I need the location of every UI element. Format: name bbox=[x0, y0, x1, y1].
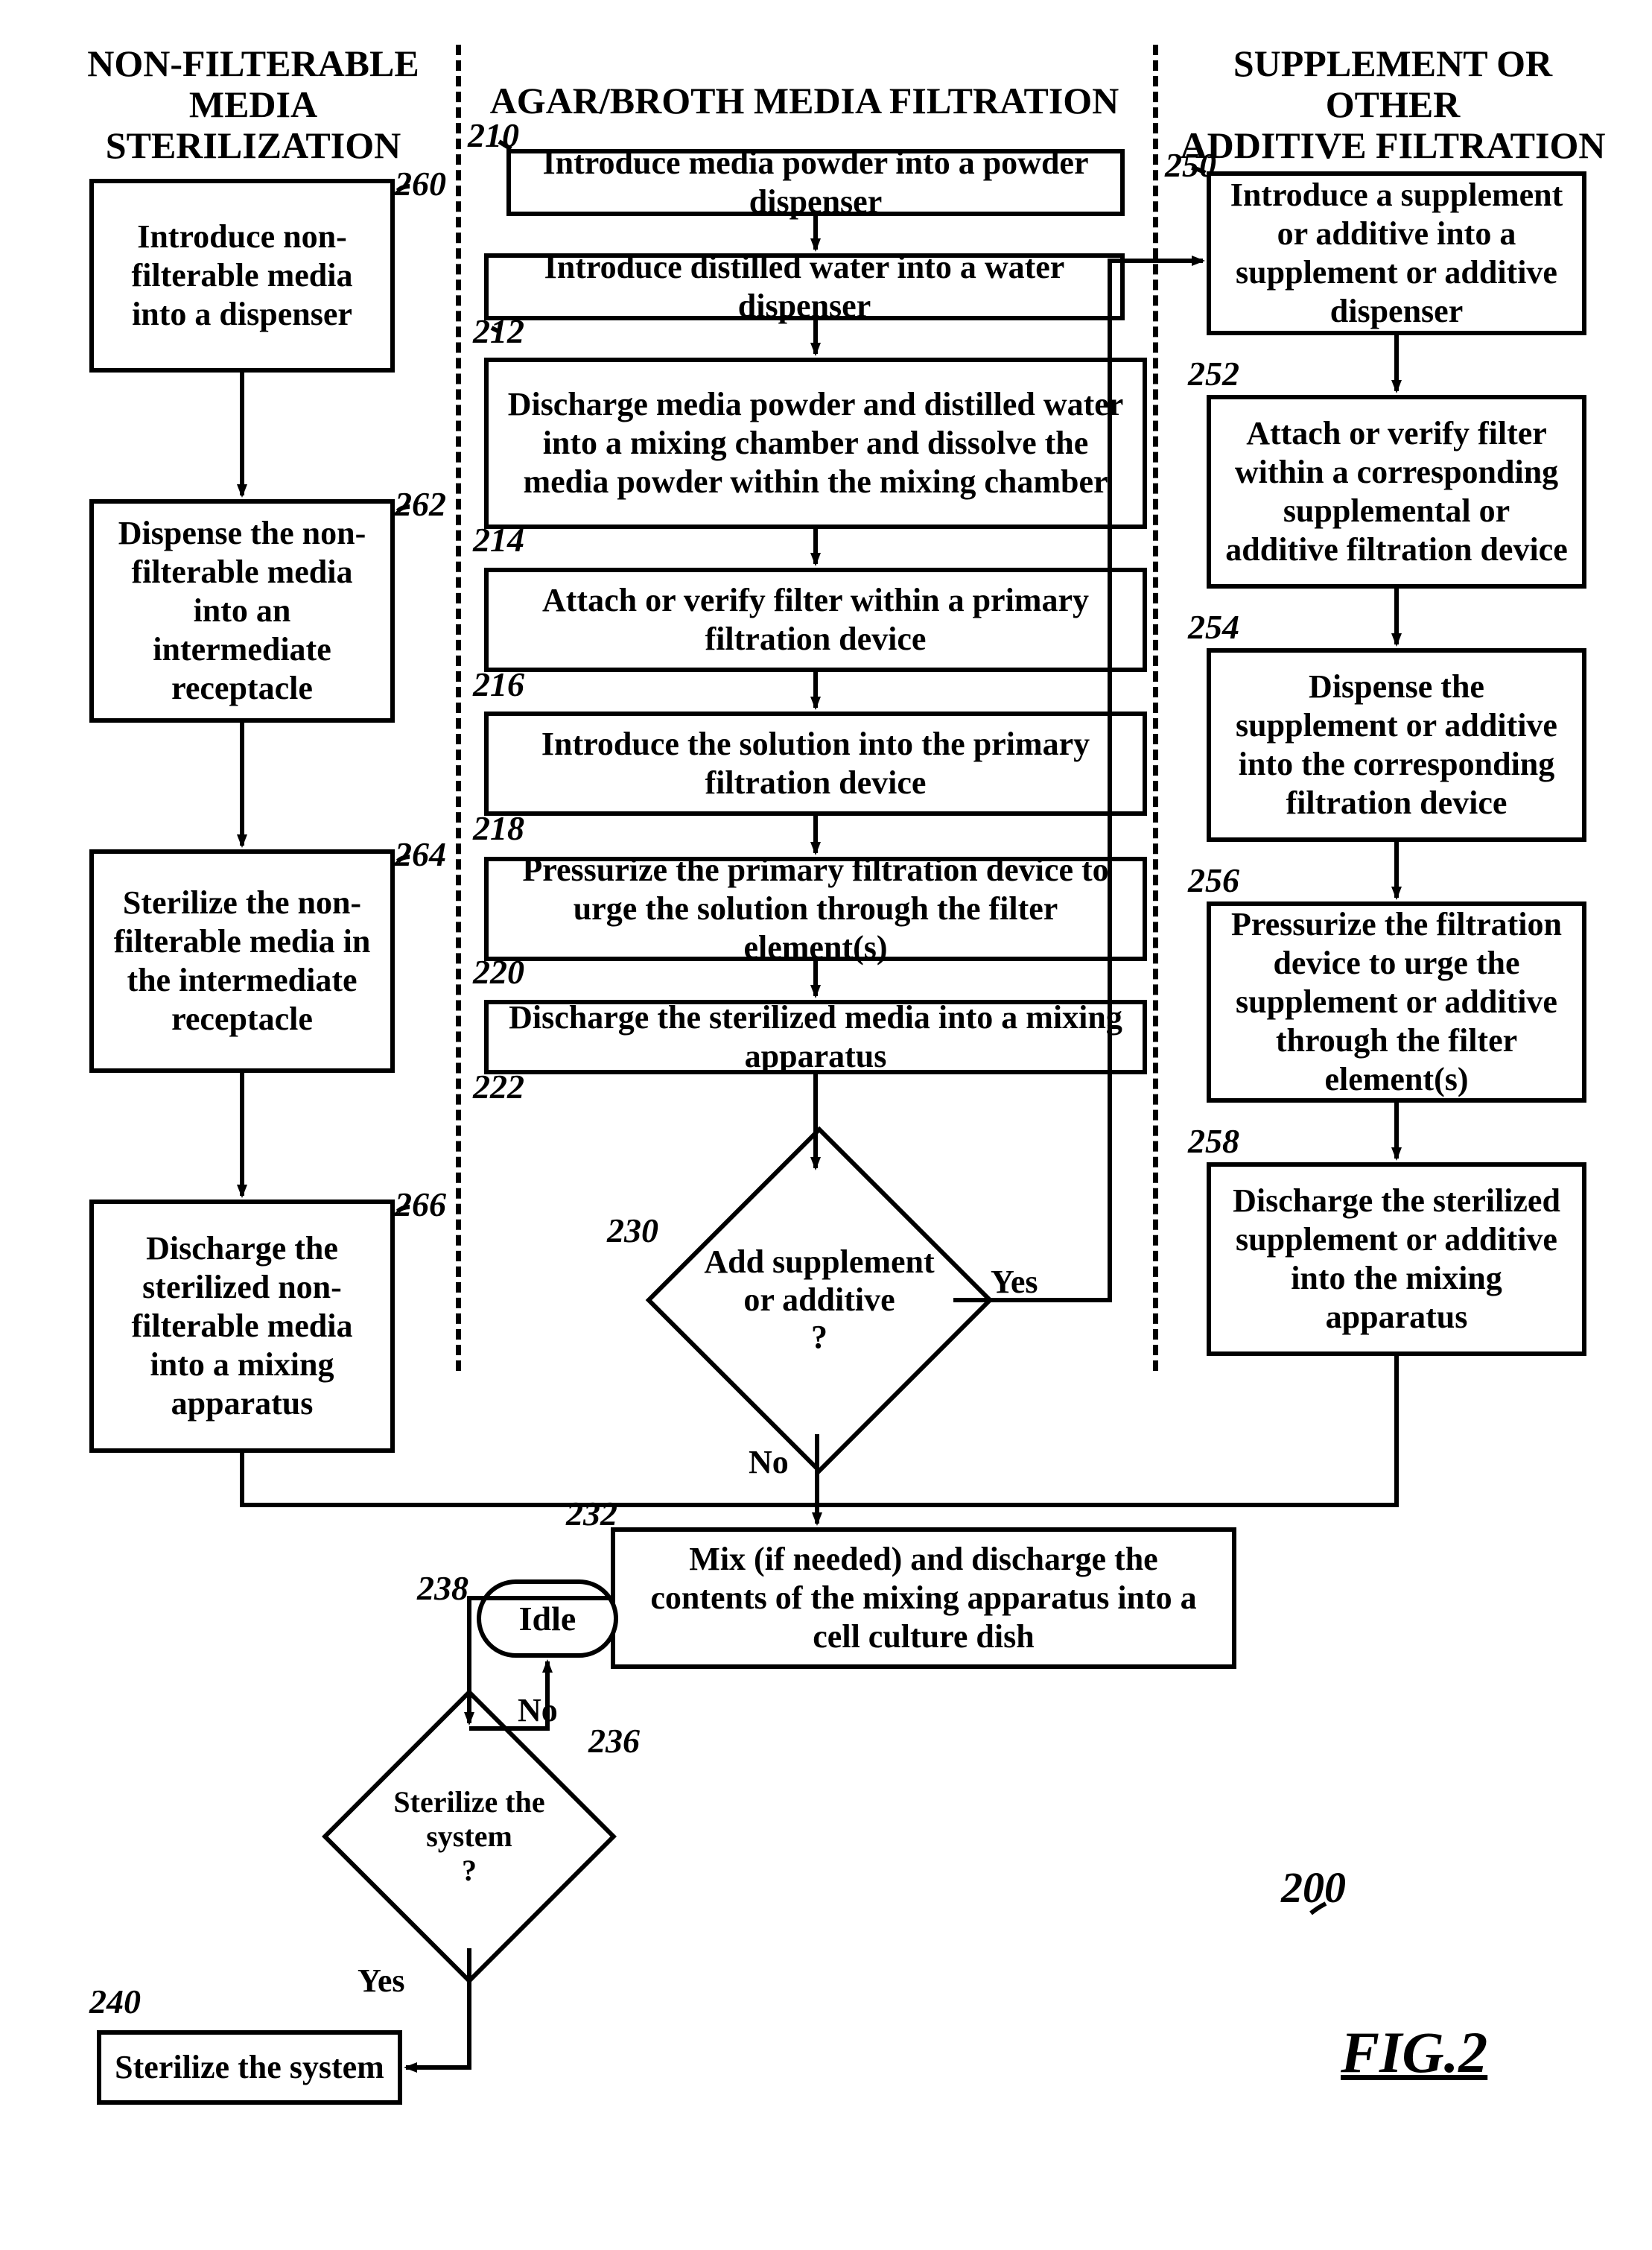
arrows-layer bbox=[0, 0, 1652, 2250]
